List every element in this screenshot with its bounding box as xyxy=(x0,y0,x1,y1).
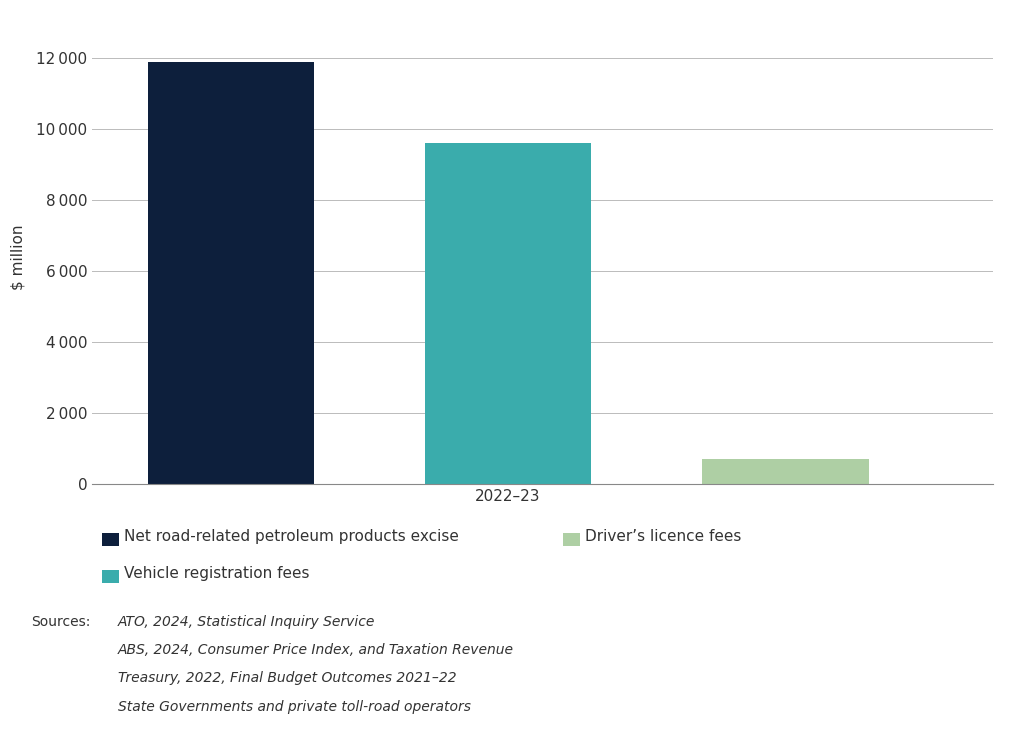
Text: Net road-related petroleum products excise: Net road-related petroleum products exci… xyxy=(124,529,459,544)
Bar xyxy=(425,144,591,484)
Text: Driver’s licence fees: Driver’s licence fees xyxy=(585,529,741,544)
Text: Treasury, 2022, Final Budget Outcomes 2021–22: Treasury, 2022, Final Budget Outcomes 20… xyxy=(118,671,457,685)
Text: ATO, 2024, Statistical Inquiry Service: ATO, 2024, Statistical Inquiry Service xyxy=(118,615,375,629)
Bar xyxy=(147,62,314,484)
Text: Vehicle registration fees: Vehicle registration fees xyxy=(124,566,309,581)
Text: State Governments and private toll-road operators: State Governments and private toll-road … xyxy=(118,700,471,714)
Text: ABS, 2024, Consumer Price Index, and Taxation Revenue: ABS, 2024, Consumer Price Index, and Tax… xyxy=(118,643,514,657)
Y-axis label: $ million: $ million xyxy=(10,224,25,290)
Bar xyxy=(702,460,868,484)
Text: Sources:: Sources: xyxy=(31,615,90,629)
